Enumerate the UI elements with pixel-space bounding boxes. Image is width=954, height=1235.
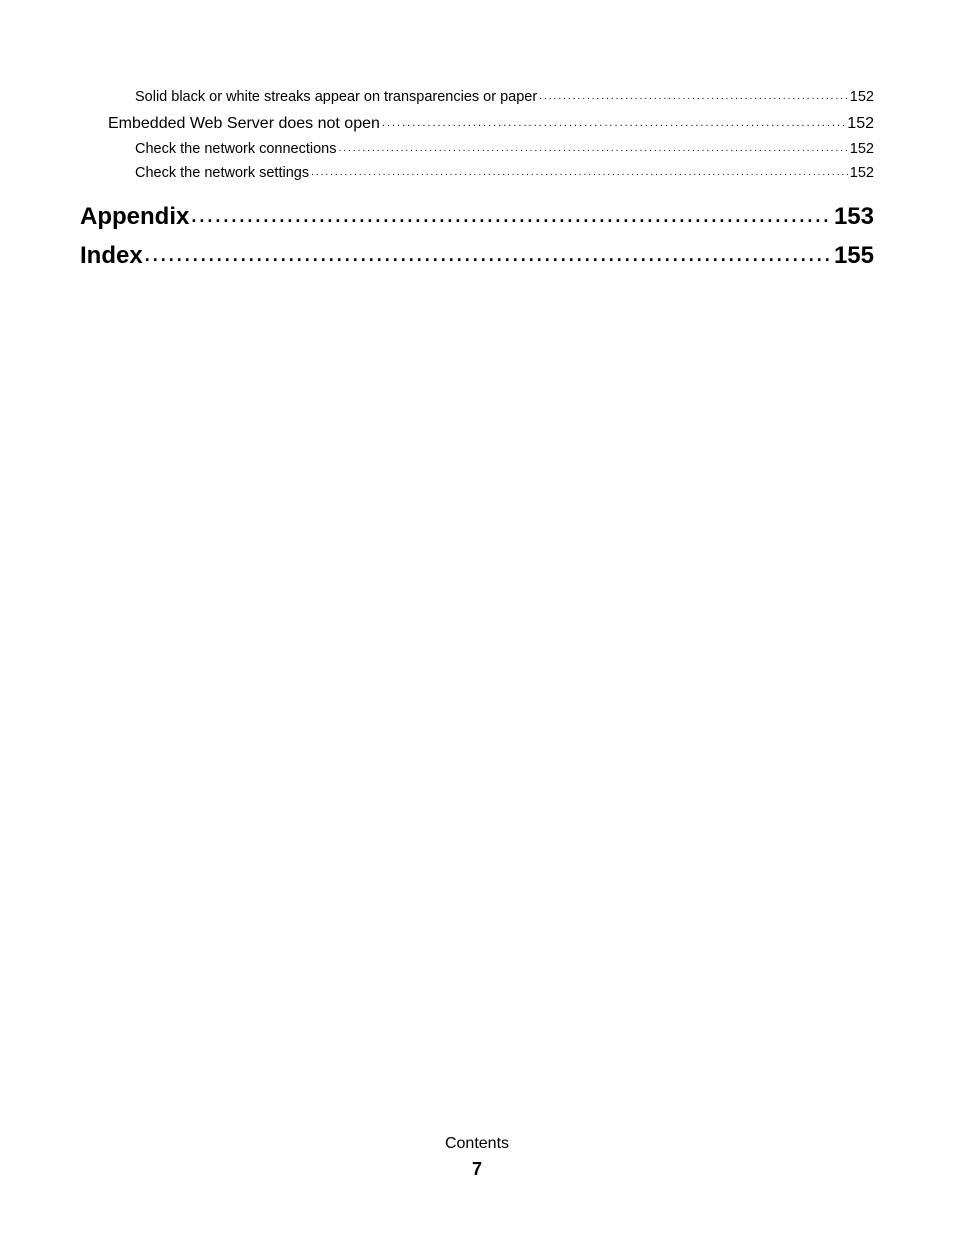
- toc-leader-dots: [539, 88, 848, 105]
- toc-entry[interactable]: Appendix 153: [80, 198, 874, 236]
- toc-entry[interactable]: Solid black or white streaks appear on t…: [80, 85, 874, 110]
- toc-leader-dots: [145, 241, 832, 270]
- table-of-contents: Solid black or white streaks appear on t…: [80, 85, 874, 275]
- toc-entry-page: 152: [850, 137, 874, 162]
- toc-entry-page: 153: [834, 198, 874, 236]
- toc-leader-dots: [191, 202, 832, 231]
- toc-entry[interactable]: Embedded Web Server does not open 152: [80, 110, 874, 137]
- toc-entry[interactable]: Index 155: [80, 237, 874, 275]
- toc-leader-dots: [339, 140, 848, 157]
- toc-entry-label: Check the network settings: [135, 161, 309, 186]
- toc-entry-label: Solid black or white streaks appear on t…: [135, 85, 537, 110]
- toc-entry-label: Index: [80, 237, 143, 275]
- footer-page-number: 7: [0, 1159, 954, 1180]
- toc-entry-page: 152: [847, 110, 874, 137]
- toc-leader-dots: [311, 164, 848, 181]
- toc-entry[interactable]: Check the network connections 152: [80, 137, 874, 162]
- toc-entry-page: 152: [850, 85, 874, 110]
- toc-entry-label: Check the network connections: [135, 137, 337, 162]
- toc-entry-page: 155: [834, 237, 874, 275]
- toc-entry-label: Appendix: [80, 198, 189, 236]
- toc-leader-dots: [382, 114, 845, 133]
- footer-section-label: Contents: [0, 1135, 954, 1153]
- toc-entry-label: Embedded Web Server does not open: [108, 110, 380, 137]
- toc-entry-page: 152: [850, 161, 874, 186]
- page-footer: Contents 7: [0, 1135, 954, 1180]
- toc-entry[interactable]: Check the network settings 152: [80, 161, 874, 186]
